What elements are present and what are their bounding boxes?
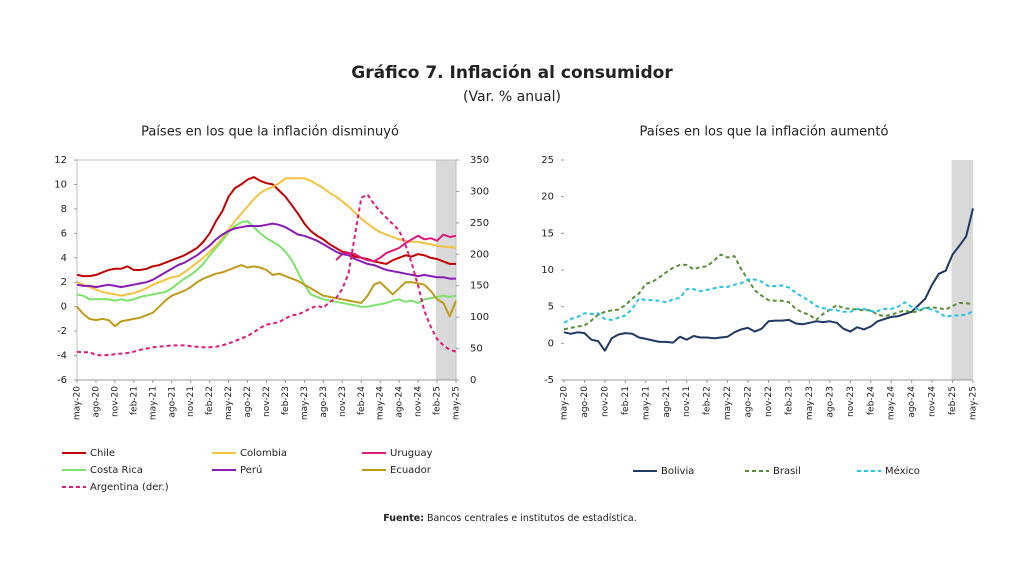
x-tick-label: ago-24 <box>395 386 405 418</box>
x-tick-label: may-20 <box>73 386 83 420</box>
y-tick-label: 4 <box>61 253 67 264</box>
y2-tick-label: 200 <box>470 249 489 260</box>
y2-tick-label: 250 <box>470 218 489 229</box>
legend-label: Colombia <box>240 448 287 459</box>
x-tick-label: nov-24 <box>928 386 938 417</box>
subtitle: (Var. % anual) <box>463 89 561 105</box>
legend-label: Perú <box>240 464 262 476</box>
x-tick-label: may-25 <box>452 386 462 420</box>
x-tick-label: may-21 <box>148 386 158 420</box>
y-tick-label: 25 <box>541 155 554 166</box>
x-tick-label: may-25 <box>969 386 979 420</box>
x-tick-label: ago-21 <box>662 386 672 418</box>
legend-label: Brasil <box>773 466 801 477</box>
y-tick-label: 0 <box>61 302 67 313</box>
legend-label: Bolivia <box>661 466 694 477</box>
x-tick-label: nov-24 <box>414 386 424 417</box>
chart-title: Países en los que la inflación disminuyó <box>141 125 399 140</box>
x-tick-label: nov-21 <box>682 386 692 417</box>
x-tick-label: feb-23 <box>784 386 794 415</box>
legend-label: México <box>885 465 920 477</box>
x-tick-label: may-23 <box>300 386 310 420</box>
legend-label: Costa Rica <box>90 465 143 476</box>
source-label: Fuente: <box>383 513 424 524</box>
x-tick-label: may-22 <box>723 386 733 420</box>
main-title: Gráfico 7. Inflación al consumidor <box>351 63 673 83</box>
x-tick-label: feb-21 <box>621 386 631 415</box>
x-tick-label: nov-20 <box>600 386 610 417</box>
y-tick-label: -4 <box>57 351 67 362</box>
x-tick-label: ago-22 <box>744 386 754 418</box>
x-tick-label: ago-21 <box>167 386 177 418</box>
x-tick-label: may-24 <box>887 386 897 420</box>
series-line <box>76 193 457 357</box>
x-tick-label: feb-24 <box>866 386 876 415</box>
series-line <box>76 264 457 328</box>
series-line <box>76 220 457 308</box>
y-tick-label: 15 <box>541 228 554 239</box>
y2-tick-label: 100 <box>470 312 489 323</box>
y-tick-label: 0 <box>548 338 554 349</box>
x-tick-label: ago-24 <box>907 386 917 418</box>
x-tick-label: feb-22 <box>703 386 713 415</box>
y-tick-label: -2 <box>57 326 67 337</box>
y-tick-label: 20 <box>541 192 554 203</box>
source-text: Bancos centrales e institutos de estadís… <box>427 513 637 524</box>
y-tick-label: 2 <box>61 277 67 288</box>
y-tick-label: 10 <box>54 179 67 190</box>
y2-tick-label: 150 <box>470 281 489 292</box>
x-tick-label: feb-25 <box>433 386 443 415</box>
x-tick-label: feb-21 <box>129 386 139 415</box>
x-tick-label: nov-23 <box>846 386 856 417</box>
x-tick-label: ago-20 <box>91 386 101 418</box>
series-line <box>76 176 456 278</box>
y2-tick-label: 300 <box>470 186 489 197</box>
chart-title: Países en los que la inflación aumentó <box>640 125 889 140</box>
series-line <box>563 208 974 352</box>
legend-label: Chile <box>90 448 115 459</box>
x-tick-label: may-24 <box>376 386 386 420</box>
y-tick-label: -6 <box>57 375 67 386</box>
x-tick-label: ago-22 <box>243 386 253 418</box>
x-tick-label: nov-23 <box>338 386 348 417</box>
forecast-shade <box>951 160 973 380</box>
x-tick-label: nov-21 <box>186 386 196 417</box>
x-tick-label: nov-22 <box>262 386 272 417</box>
x-tick-label: feb-22 <box>205 386 215 415</box>
y-tick-label: 12 <box>54 155 67 166</box>
y-tick-label: -5 <box>544 375 554 386</box>
series-line <box>76 177 457 297</box>
x-tick-label: may-22 <box>224 386 234 420</box>
x-tick-label: feb-25 <box>948 386 958 415</box>
x-tick-label: nov-22 <box>764 386 774 417</box>
y2-tick-label: 350 <box>470 155 489 166</box>
legend-label: Uruguay <box>390 448 433 459</box>
x-tick-label: nov-20 <box>110 386 120 417</box>
y-tick-label: 6 <box>61 228 67 239</box>
x-tick-label: feb-23 <box>281 386 291 415</box>
series-line <box>563 253 974 331</box>
x-tick-label: may-21 <box>641 386 651 420</box>
y-tick-label: 10 <box>541 265 554 276</box>
source: Fuente: Bancos centrales e institutos de… <box>383 513 637 524</box>
x-tick-label: ago-23 <box>825 386 835 418</box>
y-tick-label: 8 <box>61 204 67 215</box>
y-tick-label: 5 <box>548 302 554 313</box>
series-line <box>76 222 456 289</box>
series-line <box>335 233 457 263</box>
x-tick-label: may-20 <box>560 386 570 420</box>
x-tick-label: ago-23 <box>319 386 329 418</box>
forecast-shade <box>436 160 456 380</box>
x-tick-label: ago-20 <box>580 386 590 418</box>
x-tick-label: may-23 <box>805 386 815 420</box>
series-line <box>563 278 974 324</box>
y2-tick-label: 50 <box>470 344 483 355</box>
y2-tick-label: 0 <box>470 375 476 386</box>
legend-label: Argentina (der.) <box>90 482 169 493</box>
legend-label: Ecuador <box>390 465 432 476</box>
x-tick-label: feb-24 <box>357 386 367 415</box>
